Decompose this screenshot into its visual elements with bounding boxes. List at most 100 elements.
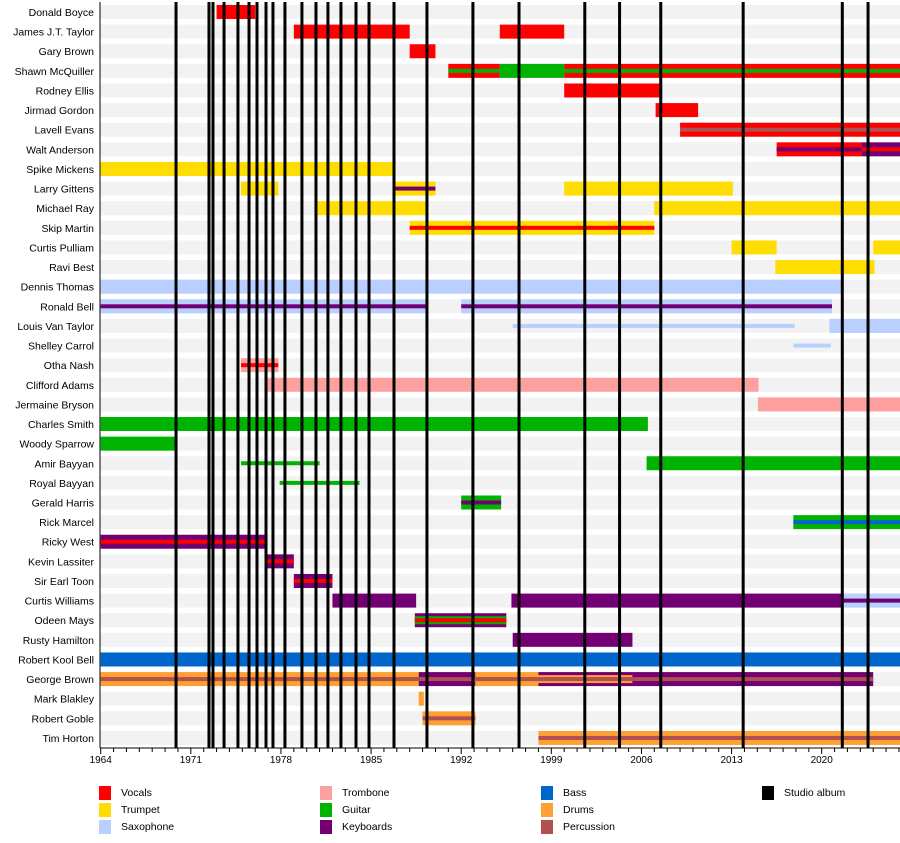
x-tick-label: 1999 bbox=[540, 755, 563, 766]
legend-label: Vocals bbox=[121, 787, 152, 799]
member-label: Ronald Bell bbox=[40, 301, 94, 313]
legend-label: Trumpet bbox=[121, 804, 160, 816]
member-label: Ricky West bbox=[42, 537, 94, 549]
member-label: Curtis Pulliam bbox=[29, 242, 94, 254]
member-bar bbox=[100, 652, 900, 667]
row-band bbox=[100, 397, 900, 412]
member-bar bbox=[646, 456, 900, 471]
member-bar bbox=[775, 260, 875, 275]
member-bar bbox=[332, 593, 417, 608]
legend-label: Bass bbox=[563, 787, 587, 799]
member-label: Larry Gittens bbox=[34, 184, 94, 196]
x-tick-label: 1992 bbox=[450, 755, 473, 766]
member-label: Robert Goble bbox=[32, 713, 95, 725]
member-label: Charles Smith bbox=[28, 419, 94, 431]
row-band bbox=[100, 240, 900, 255]
row-band bbox=[100, 103, 900, 118]
row-band bbox=[100, 711, 900, 726]
row-band bbox=[100, 534, 900, 549]
row-band bbox=[100, 554, 900, 569]
legend-label: Studio album bbox=[784, 787, 846, 799]
member-bar-stripe bbox=[776, 147, 862, 152]
row-band bbox=[100, 181, 900, 196]
member-bar bbox=[793, 343, 831, 348]
member-bar bbox=[499, 63, 565, 78]
legend-item: Trombone bbox=[320, 786, 389, 800]
member-bar bbox=[564, 83, 663, 98]
member-bar bbox=[654, 201, 900, 216]
member-bar bbox=[100, 436, 177, 451]
member-bar-stripe bbox=[265, 559, 294, 564]
member-label: Rodney Ellis bbox=[36, 85, 94, 97]
member-label: Amir Bayyan bbox=[34, 458, 94, 470]
row-band bbox=[100, 475, 900, 490]
legend-swatch bbox=[320, 820, 332, 834]
member-bar bbox=[873, 240, 900, 255]
member-bar bbox=[266, 377, 759, 392]
member-bar bbox=[241, 461, 320, 466]
row-band bbox=[100, 260, 900, 275]
member-bar-stripe bbox=[461, 500, 502, 505]
member-bar-stripe bbox=[414, 618, 507, 623]
member-bar bbox=[409, 44, 436, 59]
member-bar bbox=[418, 691, 424, 706]
legend-item: Trumpet bbox=[99, 803, 160, 817]
member-bar bbox=[655, 103, 699, 118]
member-bar bbox=[564, 181, 733, 196]
member-bar bbox=[279, 480, 360, 485]
member-label: Lavell Evans bbox=[34, 125, 94, 137]
member-label: Walt Anderson bbox=[26, 144, 94, 156]
legend-item: Keyboards bbox=[320, 820, 392, 834]
member-bar bbox=[511, 593, 844, 608]
legend-label: Percussion bbox=[563, 821, 615, 833]
member-label: Mark Blakley bbox=[34, 694, 95, 706]
member-label: Royal Bayyan bbox=[29, 478, 94, 490]
legend-label: Trombone bbox=[342, 787, 390, 799]
x-tick-label: 2020 bbox=[811, 755, 834, 766]
legend-item: Vocals bbox=[99, 786, 152, 800]
legend-item: Saxophone bbox=[99, 820, 174, 834]
member-label: James J.T. Taylor bbox=[13, 27, 94, 39]
member-bar-stripe bbox=[409, 225, 655, 230]
legend-item: Bass bbox=[541, 786, 586, 800]
member-bar-stripe bbox=[418, 677, 476, 682]
row-band bbox=[100, 318, 900, 333]
row-band bbox=[100, 83, 900, 98]
member-label: Gerald Harris bbox=[32, 498, 94, 510]
legend-swatch bbox=[99, 803, 111, 817]
legend-item: Studio album bbox=[762, 786, 845, 800]
row-band bbox=[100, 142, 900, 157]
member-bar bbox=[757, 397, 900, 412]
x-tick-label: 2013 bbox=[720, 755, 743, 766]
row-band bbox=[100, 691, 900, 706]
member-label: Tim Horton bbox=[42, 733, 94, 745]
member-bar-stripe bbox=[293, 578, 333, 583]
x-tick-label: 2006 bbox=[630, 755, 653, 766]
member-label: Robert Kool Bell bbox=[18, 654, 94, 666]
member-label: Louis Van Taylor bbox=[17, 321, 94, 333]
member-bar bbox=[512, 632, 633, 647]
legend-item: Drums bbox=[541, 803, 594, 817]
legend-swatch bbox=[762, 786, 774, 800]
row-band bbox=[100, 44, 900, 59]
member-label: Rick Marcel bbox=[39, 517, 94, 529]
legend-label: Saxophone bbox=[121, 821, 175, 833]
member-bar bbox=[293, 24, 410, 39]
legend-swatch bbox=[541, 820, 553, 834]
member-label: Shelley Carrol bbox=[28, 341, 94, 353]
legend-swatch bbox=[99, 820, 111, 834]
row-band bbox=[100, 436, 900, 451]
member-label: Sir Earl Toon bbox=[34, 576, 94, 588]
member-bar bbox=[731, 240, 777, 255]
row-band bbox=[100, 338, 900, 353]
member-label: Kevin Lassiter bbox=[28, 556, 94, 568]
member-label: Skip Martin bbox=[41, 223, 94, 235]
legend-swatch bbox=[541, 803, 553, 817]
member-bar-stripe bbox=[475, 677, 539, 682]
legend-swatch bbox=[320, 786, 332, 800]
member-bar-stripe bbox=[100, 304, 428, 309]
legend-item: Percussion bbox=[541, 820, 615, 834]
member-label: Michael Ray bbox=[36, 203, 95, 215]
member-bar-stripe bbox=[538, 735, 900, 740]
member-label: Woody Sparrow bbox=[19, 439, 94, 451]
